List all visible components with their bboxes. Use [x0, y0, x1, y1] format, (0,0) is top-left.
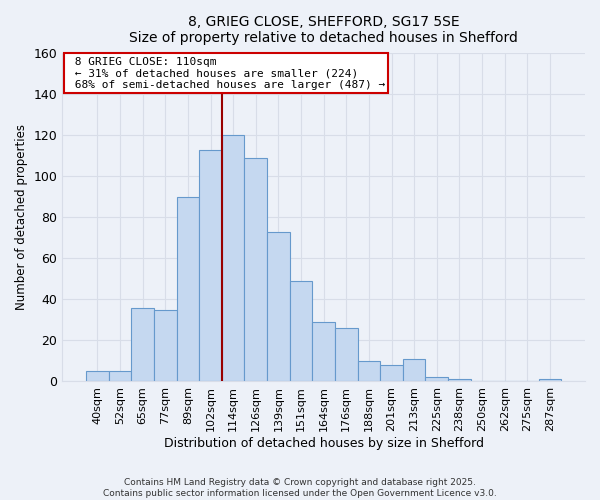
Bar: [448, 380, 471, 382]
Bar: [222, 136, 244, 382]
Bar: [86, 371, 109, 382]
Bar: [380, 365, 403, 382]
Bar: [199, 150, 222, 382]
Bar: [244, 158, 267, 382]
Bar: [335, 328, 358, 382]
Bar: [425, 378, 448, 382]
Bar: [267, 232, 290, 382]
Y-axis label: Number of detached properties: Number of detached properties: [15, 124, 28, 310]
X-axis label: Distribution of detached houses by size in Shefford: Distribution of detached houses by size …: [164, 437, 484, 450]
Bar: [403, 359, 425, 382]
Text: Contains HM Land Registry data © Crown copyright and database right 2025.
Contai: Contains HM Land Registry data © Crown c…: [103, 478, 497, 498]
Bar: [313, 322, 335, 382]
Bar: [176, 197, 199, 382]
Bar: [109, 371, 131, 382]
Title: 8, GRIEG CLOSE, SHEFFORD, SG17 5SE
Size of property relative to detached houses : 8, GRIEG CLOSE, SHEFFORD, SG17 5SE Size …: [129, 15, 518, 45]
Bar: [539, 380, 561, 382]
Bar: [358, 361, 380, 382]
Bar: [154, 310, 176, 382]
Bar: [131, 308, 154, 382]
Text: 8 GRIEG CLOSE: 110sqm
 ← 31% of detached houses are smaller (224)
 68% of semi-d: 8 GRIEG CLOSE: 110sqm ← 31% of detached …: [68, 56, 385, 90]
Bar: [290, 281, 313, 382]
